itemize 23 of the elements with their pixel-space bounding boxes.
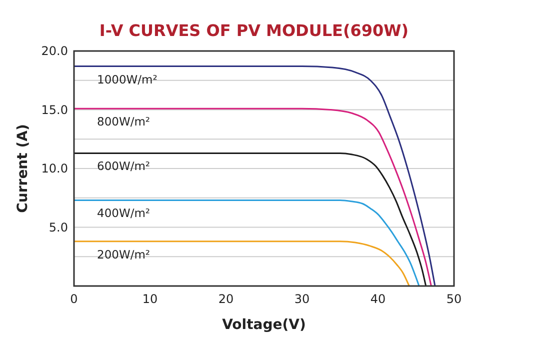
x-tick-label: 30: [294, 292, 310, 306]
y-tick-label: 15.0: [41, 102, 68, 117]
series-label: 400W/m²: [97, 206, 150, 220]
line-series: [73, 199, 420, 287]
y-tick-label: 20.0: [41, 44, 68, 58]
series-label: 800W/m²: [97, 114, 150, 129]
y-tick-label: 5.0: [48, 220, 68, 234]
line-series: [73, 66, 436, 287]
line-series: [73, 108, 432, 287]
line-series: [73, 152, 427, 287]
chart-title: I-V CURVES OF PV MODULE(690W): [99, 21, 409, 40]
x-tick-label: 40: [370, 292, 386, 306]
x-axis-title: Voltage(V): [222, 317, 306, 333]
x-tick-label: 50: [446, 292, 462, 306]
y-tick-label: 10.0: [41, 162, 68, 176]
x-tick-label: 20: [218, 292, 234, 306]
y-axis-title: Current (A): [15, 124, 31, 213]
series-label: 200W/m²: [97, 247, 150, 262]
x-tick-label: 10: [142, 292, 158, 306]
series-label: 600W/m²: [97, 159, 150, 174]
series-label: 1000W/m²: [97, 72, 158, 86]
line-series: [73, 240, 410, 287]
x-tick-label: 0: [70, 292, 78, 306]
